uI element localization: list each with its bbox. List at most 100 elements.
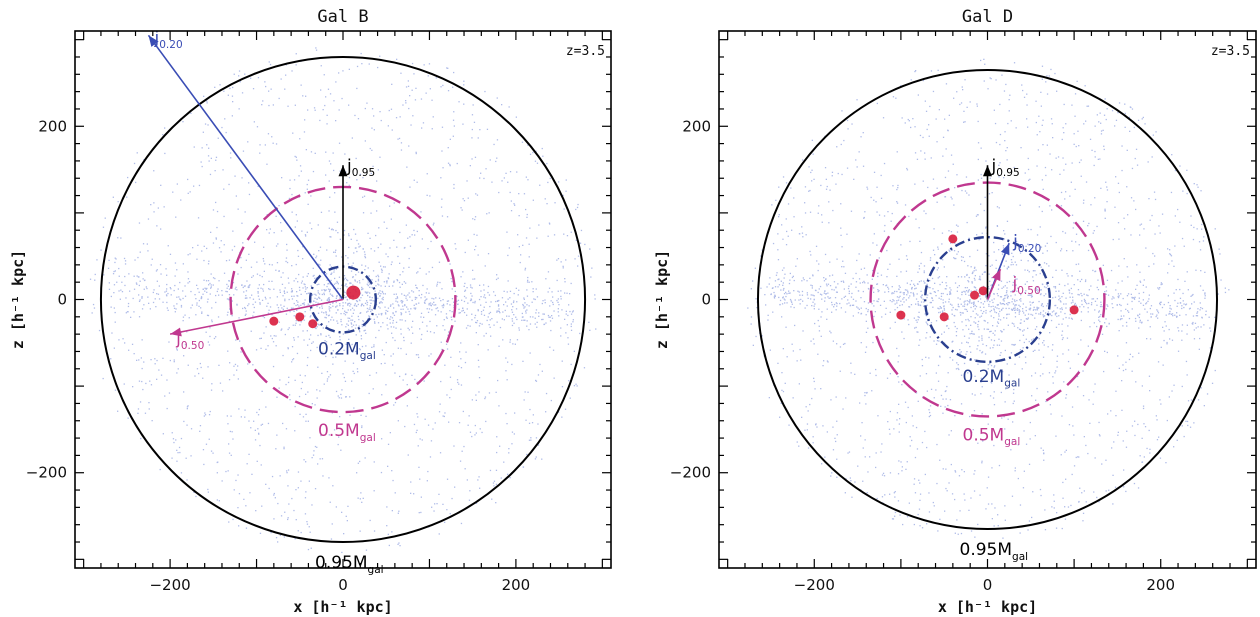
particle — [369, 305, 371, 307]
particle — [428, 292, 430, 294]
particle — [353, 407, 355, 409]
particle — [987, 364, 989, 366]
particle — [435, 304, 437, 306]
particle — [396, 246, 398, 248]
particle — [519, 261, 521, 264]
particle — [381, 302, 383, 304]
particle — [1043, 344, 1045, 346]
particle — [273, 232, 275, 234]
particle — [479, 177, 481, 179]
particle — [583, 367, 586, 369]
particle — [557, 411, 560, 413]
particle — [364, 265, 367, 267]
particle — [973, 286, 975, 288]
particle — [272, 341, 275, 343]
particle — [428, 63, 431, 65]
particle — [1154, 233, 1156, 235]
particle — [797, 290, 799, 292]
particle — [927, 294, 929, 296]
particle — [873, 171, 876, 173]
particle — [285, 260, 287, 263]
particle — [1032, 270, 1035, 272]
particle — [518, 193, 520, 195]
particle — [1029, 438, 1031, 440]
particle — [1143, 228, 1145, 230]
particle — [408, 292, 410, 294]
particle — [345, 171, 347, 173]
particle — [183, 355, 185, 357]
particle — [390, 304, 392, 306]
particle — [1125, 342, 1128, 344]
particle — [782, 296, 784, 298]
particle — [476, 234, 478, 236]
particle — [359, 282, 361, 284]
particle — [1010, 352, 1013, 354]
particle — [129, 290, 131, 292]
particle — [530, 437, 532, 439]
particle — [249, 297, 251, 299]
particle — [143, 288, 145, 290]
particle — [1201, 228, 1203, 230]
particle — [282, 354, 284, 357]
particle — [567, 343, 570, 345]
particle — [1119, 318, 1122, 321]
particle — [961, 342, 963, 344]
particle — [344, 277, 347, 279]
particle — [1017, 309, 1019, 311]
particle — [806, 280, 808, 282]
particle — [381, 271, 383, 273]
particle — [303, 319, 305, 321]
particle — [189, 191, 191, 193]
particle — [964, 300, 966, 302]
particle — [210, 231, 212, 233]
particle — [330, 266, 333, 268]
particle — [884, 313, 887, 315]
particle — [474, 218, 476, 221]
particle — [1161, 213, 1164, 215]
particle — [431, 309, 433, 311]
particle — [257, 292, 259, 294]
particle — [1185, 360, 1188, 363]
particle — [1049, 332, 1051, 334]
particle — [337, 322, 339, 324]
particle — [843, 296, 845, 298]
particle — [1105, 318, 1107, 320]
particle — [458, 308, 460, 310]
particle — [1071, 240, 1073, 242]
particle — [335, 249, 337, 251]
particle — [347, 257, 349, 259]
particle — [96, 259, 98, 261]
particle — [1008, 307, 1010, 310]
particle — [1032, 338, 1035, 340]
particle — [201, 165, 203, 168]
particle — [549, 305, 551, 307]
particle — [281, 328, 283, 330]
particle — [831, 304, 833, 306]
particle — [416, 429, 418, 431]
particle — [156, 378, 158, 380]
particle — [200, 366, 202, 369]
particle — [843, 139, 845, 142]
particle — [293, 339, 295, 341]
particle — [118, 267, 120, 270]
particle — [327, 298, 329, 300]
particle — [197, 217, 200, 219]
particle — [825, 293, 827, 295]
particle — [446, 348, 449, 350]
particle — [141, 380, 143, 383]
particle — [1195, 269, 1197, 271]
particle — [992, 305, 994, 307]
particle — [312, 303, 314, 306]
particle — [1015, 127, 1017, 129]
particle — [295, 519, 297, 521]
particle — [487, 253, 490, 255]
particle — [197, 244, 199, 246]
particle — [556, 259, 558, 261]
particle — [572, 310, 574, 312]
particle — [833, 306, 835, 308]
particle — [1032, 350, 1034, 352]
particle — [557, 298, 559, 300]
particle — [283, 290, 285, 292]
particle — [375, 285, 377, 287]
particle — [423, 301, 426, 303]
